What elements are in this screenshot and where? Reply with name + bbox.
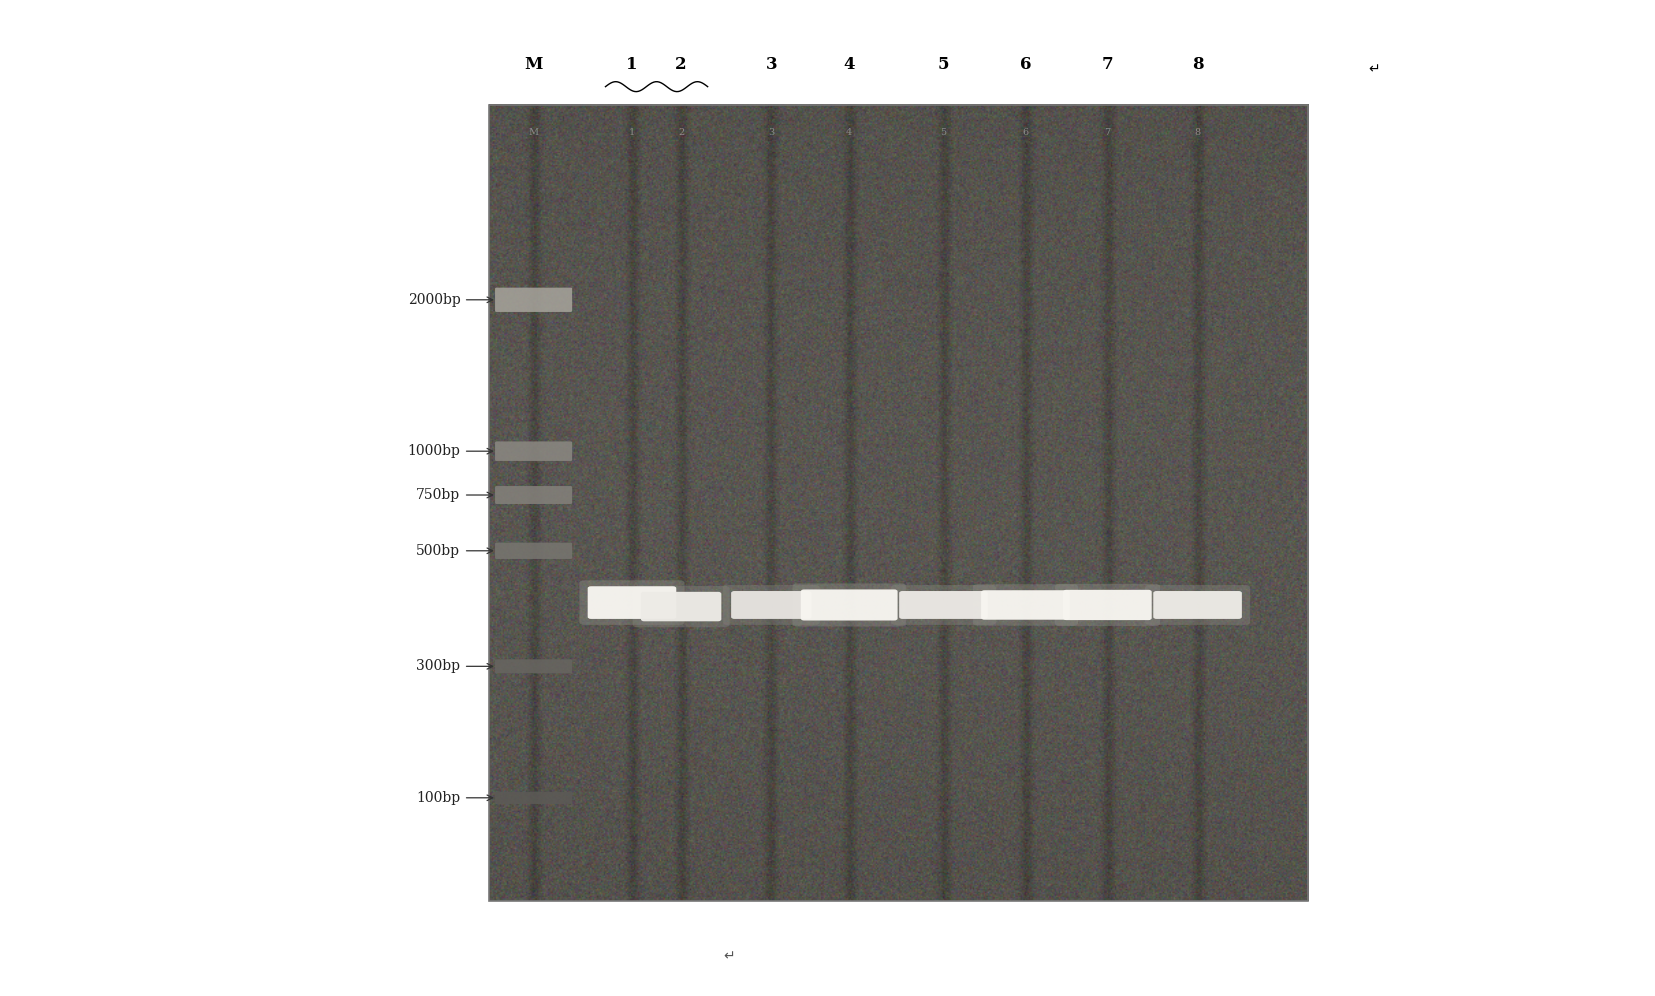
- FancyBboxPatch shape: [1054, 584, 1158, 626]
- Text: ↵: ↵: [1367, 63, 1380, 77]
- FancyBboxPatch shape: [971, 585, 1077, 625]
- Text: M: M: [525, 56, 543, 74]
- Text: M: M: [528, 127, 538, 137]
- Text: 2: 2: [675, 56, 687, 74]
- Text: 6: 6: [1021, 127, 1028, 137]
- FancyBboxPatch shape: [732, 591, 811, 619]
- FancyBboxPatch shape: [495, 792, 573, 804]
- Text: 1: 1: [626, 56, 637, 74]
- Text: 2000bp: 2000bp: [407, 293, 460, 307]
- FancyBboxPatch shape: [1063, 590, 1150, 621]
- Text: 100bp: 100bp: [415, 791, 460, 805]
- FancyBboxPatch shape: [899, 591, 986, 619]
- Text: 1: 1: [629, 127, 636, 137]
- Text: 6: 6: [1019, 56, 1031, 74]
- FancyBboxPatch shape: [632, 586, 730, 627]
- FancyBboxPatch shape: [722, 585, 819, 624]
- FancyBboxPatch shape: [579, 581, 684, 624]
- FancyBboxPatch shape: [640, 592, 722, 622]
- FancyBboxPatch shape: [495, 288, 573, 312]
- Text: 2: 2: [677, 127, 684, 137]
- Text: 7: 7: [1104, 127, 1111, 137]
- Text: ↵: ↵: [722, 949, 735, 963]
- FancyBboxPatch shape: [1144, 585, 1250, 624]
- FancyBboxPatch shape: [588, 587, 675, 619]
- Text: 3: 3: [768, 127, 775, 137]
- Text: 4: 4: [846, 127, 852, 137]
- Bar: [488, 105, 1307, 901]
- Text: 5: 5: [940, 127, 947, 137]
- Text: 4: 4: [842, 56, 854, 74]
- Text: 300bp: 300bp: [415, 659, 460, 673]
- FancyBboxPatch shape: [793, 584, 905, 626]
- FancyBboxPatch shape: [890, 585, 995, 624]
- FancyBboxPatch shape: [495, 659, 573, 673]
- Text: 1000bp: 1000bp: [407, 444, 460, 458]
- Text: 5: 5: [937, 56, 948, 74]
- FancyBboxPatch shape: [495, 486, 573, 504]
- Text: 7: 7: [1101, 56, 1112, 74]
- FancyBboxPatch shape: [1152, 591, 1241, 619]
- FancyBboxPatch shape: [495, 441, 573, 461]
- Text: 8: 8: [1192, 56, 1203, 74]
- FancyBboxPatch shape: [980, 591, 1069, 620]
- FancyBboxPatch shape: [801, 590, 897, 621]
- Text: 750bp: 750bp: [415, 488, 460, 502]
- FancyBboxPatch shape: [495, 543, 573, 559]
- Text: 3: 3: [765, 56, 776, 74]
- Text: 500bp: 500bp: [415, 544, 460, 558]
- Text: 8: 8: [1193, 127, 1200, 137]
